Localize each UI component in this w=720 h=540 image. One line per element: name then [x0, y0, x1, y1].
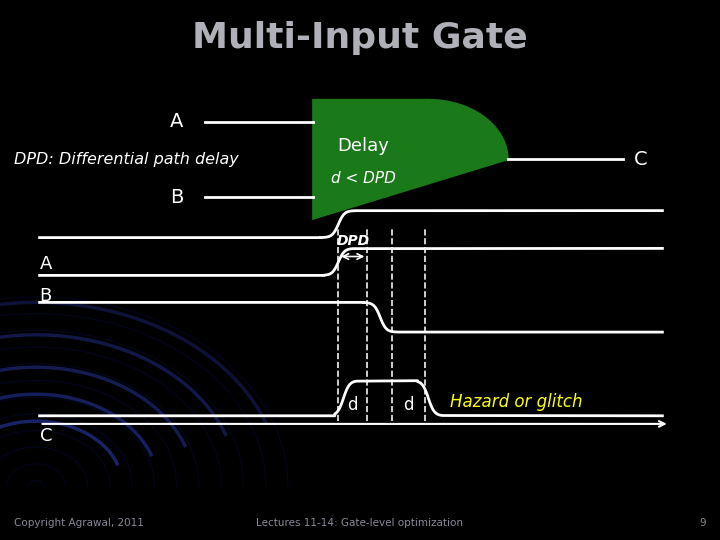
- Text: A: A: [40, 255, 52, 273]
- Text: d < DPD: d < DPD: [331, 171, 396, 186]
- Text: DPD: Differential path delay: DPD: Differential path delay: [14, 152, 239, 167]
- Text: B: B: [40, 287, 52, 305]
- Text: Copyright Agrawal, 2011: Copyright Agrawal, 2011: [14, 518, 144, 528]
- Text: A: A: [170, 112, 184, 131]
- Text: DPD: DPD: [336, 234, 369, 248]
- Text: d: d: [348, 396, 358, 414]
- Text: Lectures 11-14: Gate-level optimization: Lectures 11-14: Gate-level optimization: [256, 518, 464, 528]
- Text: C: C: [634, 150, 647, 169]
- Text: Hazard or glitch: Hazard or glitch: [450, 393, 582, 411]
- Text: 9: 9: [699, 518, 706, 528]
- Text: B: B: [170, 187, 184, 207]
- Text: Multi-Input Gate: Multi-Input Gate: [192, 21, 528, 55]
- Polygon shape: [313, 100, 508, 219]
- Text: C: C: [40, 427, 52, 444]
- Text: d: d: [403, 396, 414, 414]
- Text: Delay: Delay: [338, 137, 390, 155]
